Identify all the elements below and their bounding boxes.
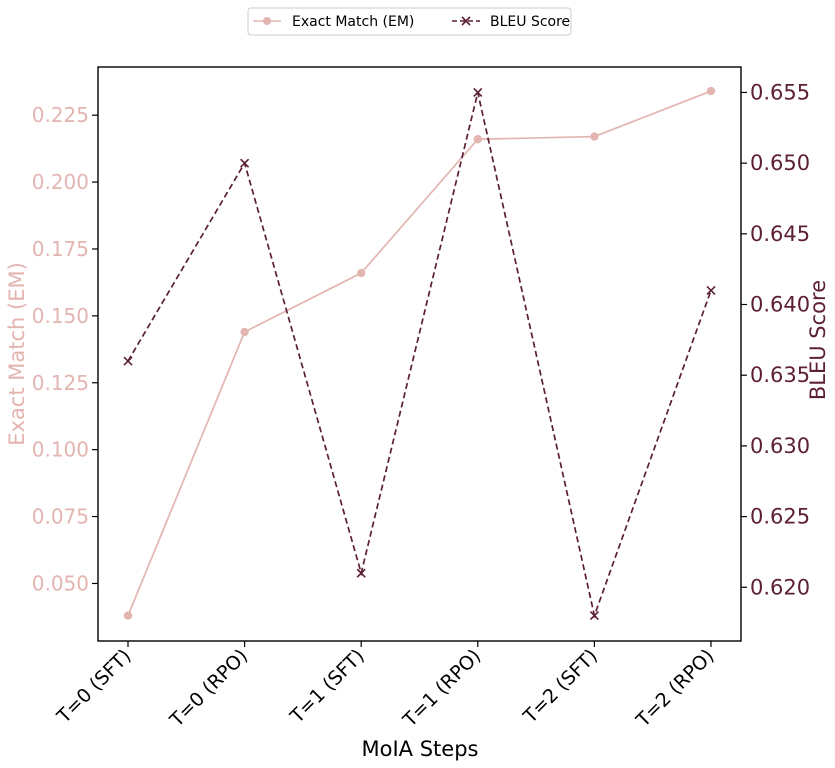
right-tick-label: 0.635 (750, 363, 810, 387)
left-tick-label: 0.150 (32, 304, 89, 328)
point-bleu (123, 356, 133, 366)
point-bleu (356, 568, 366, 578)
right-tick-label: 0.655 (750, 80, 810, 104)
legend-bleu-marker (461, 16, 471, 26)
point-em (240, 327, 249, 337)
point-bleu (706, 285, 716, 295)
right-tick-label: 0.640 (750, 293, 810, 317)
x-tick-label: T=1 (RPO) (398, 645, 485, 732)
series-layer (123, 86, 716, 621)
series-line-em (127, 90, 712, 616)
legend: Exact Match (EM) BLEU Score (247, 7, 572, 36)
point-bleu-stroke (589, 610, 599, 621)
point-em (473, 135, 482, 144)
point-bleu (473, 87, 483, 98)
x-tick-label: T=2 (SFT) (519, 645, 602, 728)
legend-em-marker (263, 17, 271, 25)
x-axis-ticks: T=0 (SFT) T=0 (RPO) T=1 (SFT) T=1 (RPO) T=2 … (52, 641, 719, 732)
left-tick-label: 0.125 (32, 371, 89, 395)
point-bleu-stroke (356, 568, 366, 578)
right-tick-label: 0.645 (750, 222, 810, 246)
x-tick-label: T=0 (RPO) (165, 645, 252, 732)
point-bleu (589, 610, 599, 621)
x-tick-label: T=2 (RPO) (631, 645, 718, 732)
point-bleu-stroke (123, 356, 133, 366)
point-em (706, 86, 716, 96)
left-tick-label: 0.200 (32, 170, 89, 194)
left-tick-label: 0.075 (32, 505, 89, 529)
right-tick-label: 0.625 (750, 505, 810, 529)
point-em (357, 268, 366, 278)
legend-em-label: Exact Match (EM) (292, 14, 414, 30)
point-bleu-stroke (706, 285, 716, 295)
point-em (123, 611, 133, 620)
left-tick-label: 0.100 (32, 438, 89, 462)
point-em (590, 132, 599, 141)
point-bleu-stroke (240, 158, 250, 168)
series-line-bleu (127, 92, 712, 619)
left-tick-label: 0.175 (32, 237, 89, 261)
right-tick-label: 0.650 (750, 151, 810, 175)
left-axis-title: Exact Match (EM) (5, 262, 29, 446)
right-axis-title: BLEU Score (806, 280, 830, 400)
x-tick-label: T=1 (SFT) (285, 645, 368, 728)
point-bleu-stroke (473, 87, 483, 98)
right-tick-label: 0.630 (750, 434, 810, 458)
left-axis-ticks: 0.050 0.075 0.100 0.125 0.150 0.175 0.200 0.225 (32, 103, 98, 595)
right-axis-ticks: 0.620 0.625 0.630 0.635 0.640 0.645 0.650 0.655 (741, 80, 810, 599)
point-bleu (240, 158, 250, 168)
legend-bleu-label: BLEU Score (490, 14, 570, 30)
left-tick-label: 0.225 (32, 103, 89, 127)
plot-frame (97, 66, 742, 642)
right-tick-label: 0.620 (750, 575, 810, 599)
left-tick-label: 0.050 (32, 571, 89, 595)
x-tick-label: T=0 (SFT) (52, 645, 135, 728)
legend-box (247, 7, 572, 36)
x-axis-title: MoIA Steps (362, 737, 479, 761)
